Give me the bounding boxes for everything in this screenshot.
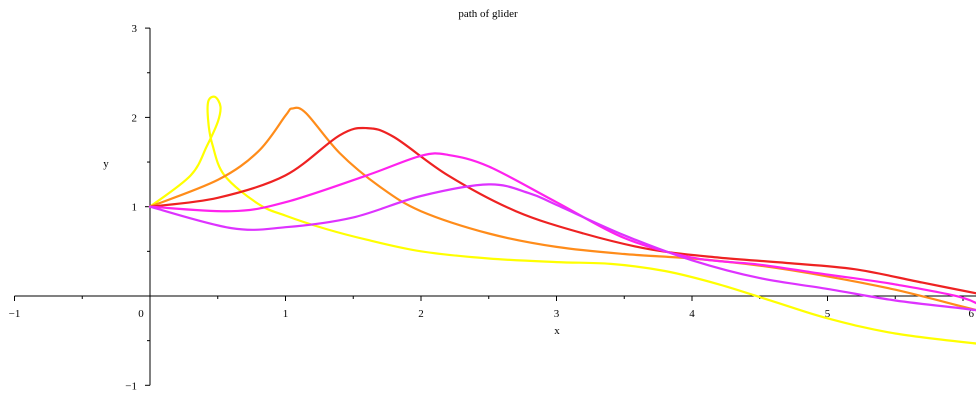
y-axis-label: y — [103, 158, 109, 170]
x-tick-label: 3 — [554, 308, 560, 320]
series-line-4 — [148, 152, 976, 305]
x-tick-label: 6 — [969, 308, 975, 320]
x-tick-label: −1 — [9, 308, 21, 320]
chart-title: path of glider — [458, 8, 518, 20]
y-tick-label: −1 — [125, 380, 137, 392]
x-axis-label: x — [554, 325, 560, 337]
series-line-1 — [148, 95, 976, 345]
x-tick-label: 2 — [418, 308, 424, 320]
series-line-3 — [148, 126, 976, 295]
x-tick-label: 0 — [138, 308, 144, 320]
y-tick-label: 2 — [132, 112, 138, 124]
axes — [14, 27, 976, 386]
series-lines — [148, 95, 976, 345]
y-tick-label: 1 — [132, 202, 138, 214]
x-tick-label: 1 — [283, 308, 289, 320]
series-line-5 — [148, 183, 976, 312]
tick-labels: −1 0 1 2 3 4 5 6 −1 1 2 3 — [9, 23, 975, 392]
x-tick-label: 4 — [689, 308, 695, 320]
x-tick-label: 5 — [825, 308, 831, 320]
series-line-2 — [148, 106, 976, 312]
y-tick-label: 3 — [132, 23, 138, 35]
